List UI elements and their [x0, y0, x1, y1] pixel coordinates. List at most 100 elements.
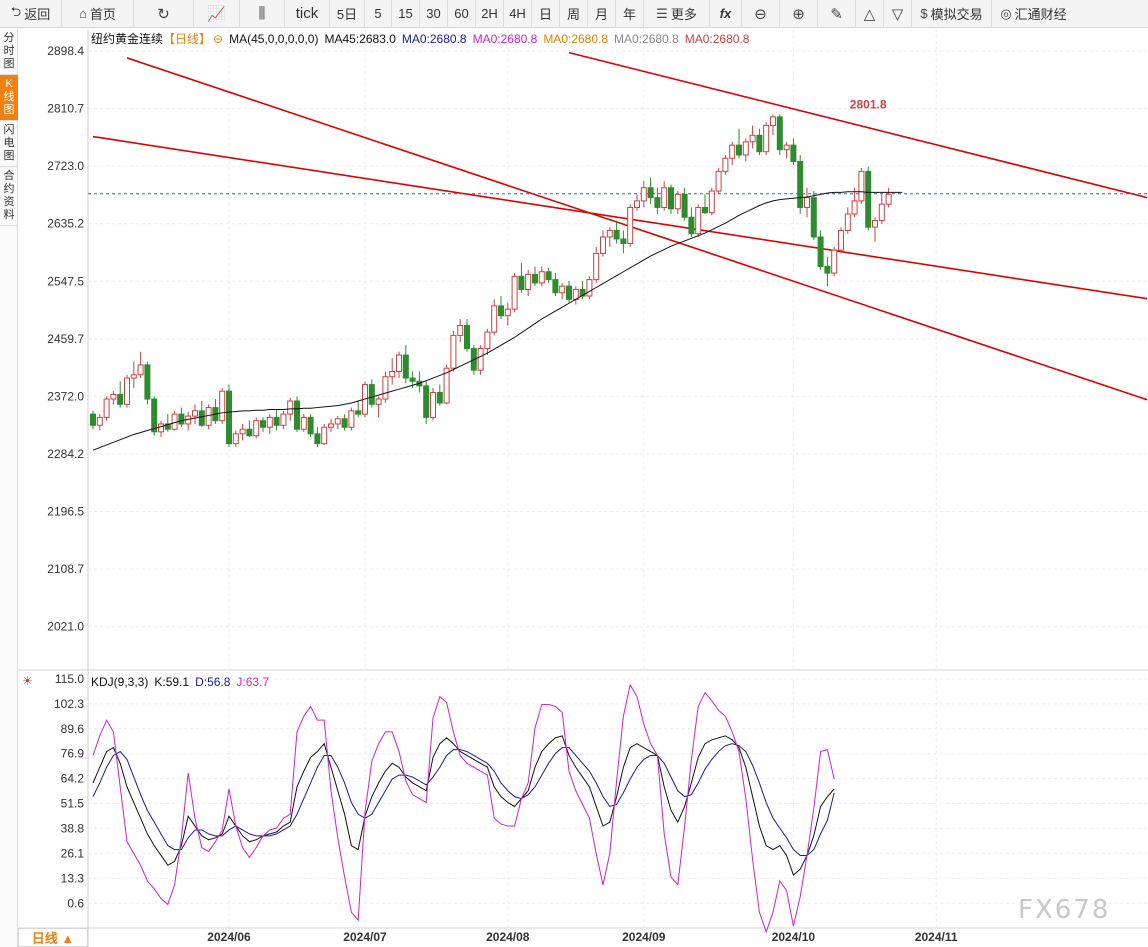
candle-body [287, 400, 294, 415]
kdj-legend: KDJ(9,3,3) K:59.1 D:56.8 J:63.7 [91, 675, 275, 689]
down-triangle-button[interactable]: ▽ [884, 0, 912, 28]
period-2h[interactable]: 2H [476, 0, 504, 28]
tick-button[interactable]: tick [285, 0, 330, 28]
tab-flash[interactable]: 闪电图 [0, 121, 18, 167]
period-year[interactable]: 年 [616, 0, 644, 28]
home-icon: ⌂ [79, 6, 87, 21]
candle-body [239, 428, 246, 435]
price-chart[interactable]: 2898.4 2810.7 2723.0 2635.2 2547.5 2459.7 2372… [18, 29, 1148, 947]
zoom-in-icon: ⊕ [792, 5, 805, 23]
draw-button[interactable]: ✎ [818, 0, 856, 28]
candle-body [382, 376, 389, 400]
candle-body [341, 418, 348, 428]
candle-body [824, 266, 831, 274]
candle-body [878, 203, 885, 222]
candle-body [606, 229, 613, 238]
zoom-out-button[interactable]: ⊖ [742, 0, 780, 28]
candle-body [294, 400, 300, 430]
period-60[interactable]: 60 [448, 0, 476, 28]
candle-body [300, 416, 307, 430]
y-tick-label-main: 2723.0 [47, 159, 84, 173]
candle-body [253, 420, 260, 437]
legend-ma45: MA45:2683.0 [324, 32, 396, 46]
candle-body [137, 364, 144, 376]
candle-body [321, 426, 328, 445]
period-5d[interactable]: 5日 [330, 0, 365, 28]
candle-body [423, 385, 430, 418]
y-tick-label-kdj: 102.3 [54, 697, 84, 711]
main-legend: 纽约黄金连续【日线】 ⊖ MA(45,0,0,0,0,0) MA45:2683.0 MA… [91, 30, 755, 47]
tab-kline[interactable]: K线图 [0, 75, 18, 121]
chart-type-button[interactable]: 📈 [194, 0, 240, 28]
legend-ma0-4: MA0:2680.8 [614, 32, 679, 46]
candle-body [144, 364, 151, 400]
y-tick-label-main: 2810.7 [47, 102, 84, 116]
back-button[interactable]: ⮌ 返回 [0, 0, 62, 28]
refresh-button[interactable]: ↻ [134, 0, 194, 28]
candle-body [674, 193, 681, 210]
candle-body [498, 305, 504, 317]
legend-symbol: 纽约黄金连续 [91, 32, 164, 46]
period-selector-button[interactable]: 日线 ▲ [18, 928, 88, 947]
period-day[interactable]: 日 [532, 0, 560, 28]
candle-body [838, 229, 844, 251]
candle-body [559, 285, 566, 294]
period-month[interactable]: 月 [588, 0, 616, 28]
tab-timeshare[interactable]: 分时图 [0, 29, 18, 75]
more-button[interactable]: ☰ 更多 [644, 0, 710, 28]
candle-body [280, 413, 287, 426]
candle-body [776, 116, 783, 151]
up-triangle-button[interactable]: △ [856, 0, 884, 28]
candle-body [368, 384, 375, 405]
candle-body [491, 305, 498, 333]
candle-body [661, 187, 668, 208]
candle-body [681, 193, 688, 218]
period-5[interactable]: 5 [365, 0, 392, 28]
kdj-j-line [92, 683, 835, 934]
candle-body [158, 423, 164, 433]
candle-body [593, 252, 600, 281]
x-tick-label: 2024/08 [486, 930, 530, 944]
legend-settings-icon[interactable]: ⊖ [213, 32, 224, 46]
candle-body [103, 398, 110, 418]
candle-body [566, 285, 572, 300]
candle-body [885, 193, 892, 205]
candle-body [192, 410, 198, 417]
y-tick-label-main: 2547.5 [47, 274, 84, 288]
candle-body [477, 348, 484, 371]
menu-icon: ☰ [656, 5, 668, 21]
y-tick-label-main: 2196.5 [47, 505, 84, 519]
triangle-up-icon: △ [863, 5, 876, 23]
candle-body [402, 354, 409, 379]
legend-ma0-2: MA0:2680.8 [472, 32, 538, 46]
period-week[interactable]: 周 [560, 0, 588, 28]
y-tick-label-main: 2635.2 [47, 217, 84, 231]
legend-period[interactable]: 【日线】 [163, 32, 212, 46]
candle-body [858, 170, 865, 202]
candle-body [443, 367, 450, 404]
period-15[interactable]: 15 [392, 0, 420, 28]
triangle-down-icon: ▽ [891, 5, 904, 23]
zoom-in-button[interactable]: ⊕ [780, 0, 818, 28]
period-30[interactable]: 30 [420, 0, 448, 28]
candle-body [464, 325, 470, 350]
formula-button[interactable]: fx [710, 0, 742, 28]
y-tick-label-main: 2021.0 [47, 620, 84, 634]
kdj-settings-icon[interactable]: ☀ [22, 674, 33, 688]
brand-link[interactable]: ◎ 汇通财经 [1000, 5, 1067, 23]
y-tick-label-main: 2459.7 [47, 332, 84, 346]
sim-trade-button[interactable]: $ 模拟交易 [912, 0, 992, 28]
candle-body [151, 398, 158, 433]
y-tick-label-kdj: 89.6 [61, 722, 85, 736]
period-4h[interactable]: 4H [504, 0, 532, 28]
candle-body [124, 377, 130, 405]
kdj-j: J:63.7 [236, 675, 270, 689]
home-button[interactable]: ⌂ 首页 [62, 0, 134, 28]
tab-contract-info[interactable]: 合约资料 [0, 167, 18, 226]
candle-body [273, 416, 280, 426]
candle-body [348, 410, 355, 428]
candlestick-button[interactable]: ⫼ [240, 0, 285, 28]
ma45-line [92, 191, 903, 451]
candle-body [130, 374, 137, 379]
candle-body [851, 200, 858, 215]
